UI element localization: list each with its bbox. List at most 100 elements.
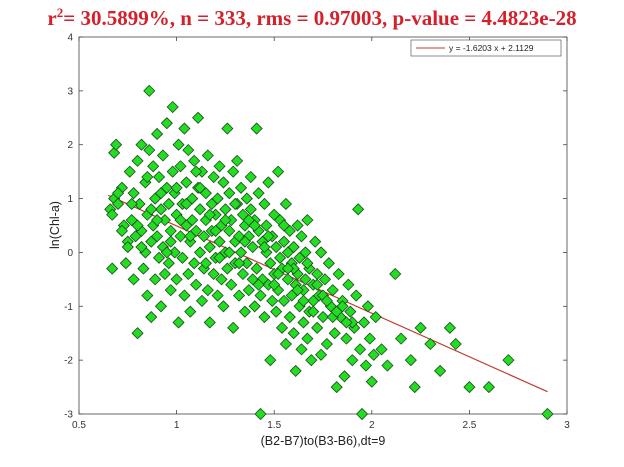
data-point (207, 267, 220, 281)
legend-label: y = -1.6203 x + 2.1129 (449, 43, 534, 53)
data-point (326, 284, 339, 297)
data-point (275, 321, 289, 334)
data-point (252, 187, 265, 200)
data-point (178, 289, 191, 302)
data-point (188, 154, 201, 167)
data-point (176, 251, 189, 264)
data-point (277, 235, 291, 248)
data-point (151, 127, 164, 141)
data-point (201, 149, 214, 162)
data-point (311, 321, 324, 334)
data-point (223, 246, 236, 259)
data-point (223, 187, 236, 200)
data-point (482, 381, 495, 394)
data-point (223, 224, 236, 237)
x-tick-label: 3 (564, 420, 570, 431)
data-point (238, 305, 251, 318)
data-point (414, 321, 427, 334)
data-point (404, 354, 417, 367)
data-point (211, 289, 224, 302)
data-point (322, 257, 335, 270)
data-point (154, 187, 168, 200)
data-point (160, 246, 173, 259)
data-point (389, 267, 402, 281)
y-axis-label: ln(Chl-a) (48, 201, 62, 249)
data-point (258, 197, 271, 211)
data-point (182, 267, 195, 281)
data-point (203, 240, 216, 254)
data-point (270, 240, 283, 254)
data-point (272, 165, 285, 178)
data-point (192, 111, 205, 124)
x-tick-label: 0.5 (72, 420, 86, 431)
data-point (164, 235, 177, 248)
y-tick-label: 4 (67, 33, 73, 44)
data-point (254, 407, 267, 421)
y-tick-label: 3 (67, 86, 73, 97)
data-point (152, 251, 166, 264)
data-point (279, 337, 292, 351)
data-point (354, 343, 367, 356)
data-point (199, 257, 212, 270)
data-point (279, 197, 292, 211)
data-point (221, 122, 234, 135)
data-point (145, 310, 158, 324)
data-point (301, 214, 314, 227)
data-point (301, 332, 314, 345)
data-point (238, 235, 251, 248)
data-point (195, 294, 209, 307)
data-point (115, 224, 129, 237)
data-point (108, 146, 121, 159)
data-point (367, 348, 380, 361)
data-point (287, 327, 300, 340)
data-point (106, 262, 119, 275)
x-tick-label: 1.5 (267, 420, 281, 431)
data-point (359, 359, 373, 372)
y-tick-label: 0 (67, 248, 73, 259)
data-point (340, 316, 353, 329)
data-point (172, 138, 185, 151)
data-point (342, 278, 355, 291)
data-point (277, 219, 291, 232)
data-point (182, 144, 195, 157)
data-point (151, 214, 164, 227)
data-point (234, 181, 248, 194)
data-point (125, 197, 138, 211)
legend-box (410, 39, 562, 57)
data-point (287, 240, 300, 254)
data-point (307, 305, 320, 318)
data-point (193, 203, 207, 216)
data-point (234, 246, 248, 259)
data-point (295, 230, 308, 243)
data-point (463, 381, 476, 394)
chart-title-superscript: 2 (57, 5, 64, 20)
data-point (252, 278, 265, 291)
data-point (193, 246, 207, 259)
data-point (154, 203, 168, 216)
data-point (258, 310, 271, 324)
data-point (154, 300, 168, 313)
data-point (201, 284, 214, 297)
data-point (111, 187, 125, 200)
data-point (291, 284, 304, 297)
data-point (219, 214, 232, 227)
data-point (365, 375, 378, 388)
data-point (162, 197, 175, 211)
data-point (190, 278, 203, 291)
data-point (141, 170, 154, 184)
data-point (328, 327, 341, 340)
data-point (127, 273, 140, 286)
data-point (297, 294, 310, 307)
data-point (332, 267, 345, 281)
data-point (186, 214, 199, 227)
data-point (375, 343, 388, 356)
data-point (141, 289, 154, 302)
data-point (135, 240, 148, 254)
data-point (305, 354, 318, 367)
data-point (262, 230, 275, 243)
data-point (273, 251, 287, 264)
data-point (541, 407, 554, 421)
data-point (381, 359, 394, 372)
data-point (311, 278, 324, 291)
